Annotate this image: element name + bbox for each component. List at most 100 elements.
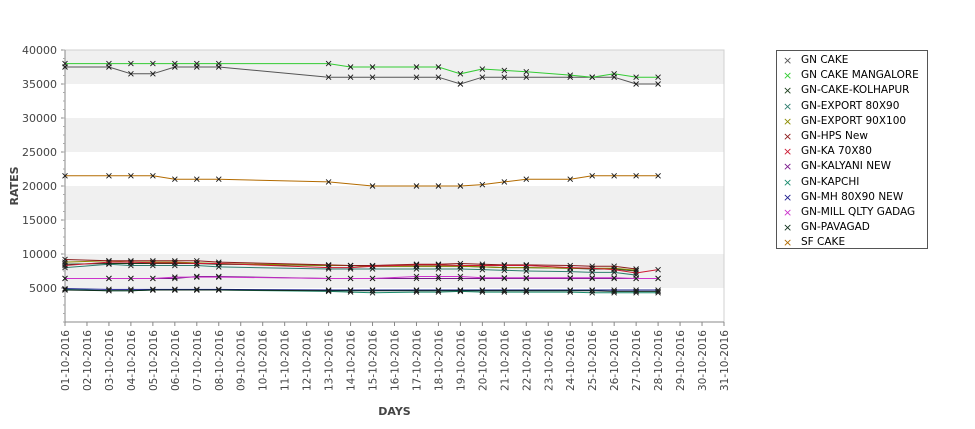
legend-marker: × [783, 175, 793, 189]
data-point [106, 287, 112, 294]
legend-label: SF CAKE [801, 236, 846, 249]
x-tick-label: 29-10-2016 [675, 330, 687, 391]
legend-item: × GN-KAPCHI [777, 175, 927, 190]
data-point [567, 274, 574, 281]
data-point [62, 172, 68, 179]
legend-marker: × [783, 205, 793, 219]
x-tick-label: 09-10-2016 [236, 330, 248, 391]
data-point [325, 287, 332, 293]
legend-item: × GN-MH 80X90 NEW [777, 190, 927, 205]
data-point [435, 183, 442, 189]
data-point [457, 287, 464, 294]
legend-item: × GN-CAKE-KOLHAPUR [777, 83, 927, 98]
data-point [413, 74, 420, 81]
data-point [172, 274, 178, 280]
data-point [567, 275, 574, 282]
data-point [325, 179, 332, 185]
data-point [347, 64, 354, 70]
y-tick-label: 35000 [22, 78, 57, 91]
series-line [65, 175, 659, 187]
data-point [128, 60, 134, 67]
data-point [611, 266, 617, 273]
data-point [655, 74, 661, 81]
data-point [215, 260, 222, 267]
data-point [589, 287, 596, 293]
data-point [150, 287, 156, 293]
data-point [215, 60, 222, 67]
data-point [655, 172, 661, 179]
x-tick-label: 19-10-2016 [455, 330, 467, 391]
x-tick-label: 25-10-2016 [587, 330, 599, 391]
x-tick-label: 13-10-2016 [324, 330, 336, 391]
data-point [193, 176, 200, 183]
legend-label: GN-EXPORT 80X90 [801, 99, 900, 112]
data-point [501, 287, 508, 294]
data-point [611, 274, 617, 281]
x-tick-label: 06-10-2016 [170, 330, 182, 391]
data-point [150, 70, 156, 77]
data-point [567, 264, 574, 271]
data-point [150, 172, 156, 179]
data-point [435, 287, 442, 293]
data-point [369, 287, 376, 293]
data-point [501, 275, 508, 282]
data-point [62, 264, 68, 271]
legend-marker: × [783, 84, 793, 98]
legend-label: GN-MH 80X90 NEW [801, 190, 904, 203]
data-point [325, 264, 332, 271]
data-point [611, 172, 617, 179]
legend-marker: × [783, 160, 793, 174]
data-point [193, 60, 200, 67]
data-point [413, 64, 420, 70]
x-tick-label: 04-10-2016 [126, 330, 138, 391]
data-point [413, 287, 420, 294]
x-tick-label: 23-10-2016 [543, 330, 555, 391]
data-point [589, 265, 596, 272]
data-point [193, 260, 200, 267]
y-tick-label: 30000 [22, 112, 57, 125]
data-point [369, 74, 376, 81]
legend-label: GN CAKE [801, 54, 849, 66]
data-point [150, 260, 156, 266]
data-point [479, 74, 486, 81]
data-point [193, 273, 200, 280]
x-tick-label: 30-10-2016 [697, 330, 709, 391]
data-point [523, 275, 530, 282]
data-point [501, 262, 508, 268]
data-point [413, 287, 420, 293]
data-point [62, 275, 68, 282]
x-tick-label: 12-10-2016 [302, 330, 314, 391]
legend-label: GN CAKE MANGALORE [801, 69, 919, 82]
data-point [523, 287, 530, 294]
data-point [633, 172, 639, 179]
x-tick-label: 20-10-2016 [477, 330, 489, 391]
data-point [655, 288, 661, 295]
legend-marker: × [783, 99, 793, 113]
legend-item: × GN-KALYANI NEW [777, 159, 927, 174]
data-point [567, 72, 574, 78]
data-point [501, 74, 508, 81]
data-point [193, 286, 200, 293]
legend-label: GN-KALYANI NEW [801, 160, 892, 173]
data-point [62, 287, 68, 293]
data-point [655, 275, 661, 282]
y-axis-title: RATES [8, 166, 21, 205]
y-tick-label: 20000 [22, 180, 57, 193]
data-point [567, 287, 574, 293]
data-point [150, 275, 156, 282]
data-point [501, 274, 508, 281]
data-point [633, 288, 639, 295]
data-point [523, 287, 530, 293]
data-point [215, 176, 222, 183]
legend-item: × GN-PAVAGAD [777, 220, 927, 235]
legend-item: × GN-EXPORT 90X100 [777, 114, 927, 129]
legend-marker: × [783, 69, 793, 83]
x-tick-label: 05-10-2016 [148, 330, 160, 391]
x-tick-label: 10-10-2016 [258, 330, 270, 391]
data-point [369, 183, 376, 189]
legend-item: × GN-KA 70X80 [777, 144, 927, 159]
data-point [369, 262, 376, 269]
data-point [106, 275, 112, 282]
data-point [435, 273, 442, 280]
